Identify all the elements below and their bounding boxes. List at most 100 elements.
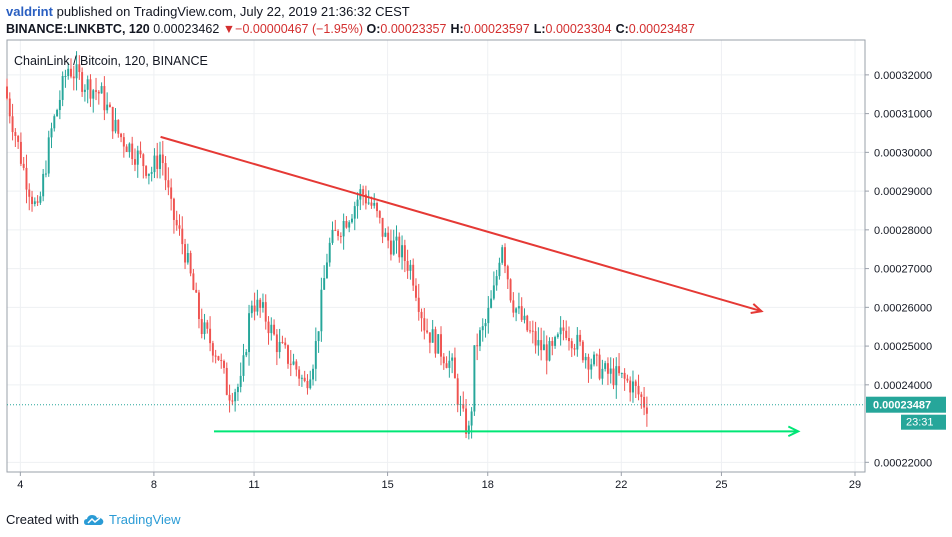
candle-body [478,330,481,347]
candle-body [50,128,53,138]
y-tick-label: 0.00026000 [874,302,932,314]
candle-body [284,342,287,346]
tradingview-cloud-icon[interactable] [83,513,105,527]
candle-body [331,229,334,243]
candle-body [593,354,595,365]
candle-body [554,337,557,346]
candle-body [618,366,621,374]
candle-body [100,86,103,94]
candle-body [303,377,306,381]
close-label: C: [615,22,629,36]
candle-body [142,154,145,167]
last-price-tag: 0.00023487 23:31 [7,396,946,430]
candle-body [631,381,634,393]
change-down-arrow-icon: ▼ [222,22,236,36]
candle-body [81,72,84,92]
candle-body [56,110,59,117]
candle-body [253,305,256,312]
tradingview-brand[interactable]: TradingView [108,512,181,527]
candle-body [320,289,323,332]
candle-body [345,220,348,228]
candle-body [498,262,501,277]
candle-body [209,328,212,344]
candle-body [351,218,353,223]
candle-body [248,313,251,353]
candle-body [556,334,559,338]
last-price-badge-label: 0.00023487 [873,400,931,412]
candle-body [19,141,22,164]
x-tick-label: 11 [248,479,259,491]
x-tick-label: 4 [17,479,23,491]
x-tick-label: 22 [615,479,627,491]
candle-body [551,340,554,346]
candle-body [398,236,401,258]
high-value: 0.00023597 [463,22,530,36]
candle-body [604,363,607,369]
candle-body [492,285,495,299]
candle-body [456,378,459,406]
candle-body [314,341,317,369]
candle-body [172,198,175,220]
candle-body [170,187,173,199]
candle-body [412,264,415,286]
candle-body [568,337,570,342]
x-tick-label: 25 [715,479,727,491]
candle-body [122,137,125,147]
last-price: 0.00023462 [153,22,220,36]
candle-body [239,375,242,387]
open-value: 0.00023357 [380,22,447,36]
descending-resistance-line [160,135,762,313]
candle-body [178,225,181,229]
y-tick-label: 0.00031000 [874,109,932,121]
candle-body [428,332,431,343]
candle-body [342,220,345,237]
candle-body [134,159,136,165]
candle-body [517,306,520,309]
candle-body [309,379,312,389]
candle-body [384,232,387,237]
candle-body [156,155,159,169]
candle-body [103,86,106,111]
candle-body [487,307,490,324]
candle-body [531,330,534,332]
author-name[interactable]: valdrint [6,4,53,19]
footer: Created with TradingView [6,512,181,527]
candle-body [448,360,451,368]
y-tick-label: 0.00032000 [874,70,932,82]
candle-body [236,386,239,393]
candle-body [414,285,417,298]
candle-body [261,302,264,308]
candle-body [72,76,75,79]
candle-body [545,344,548,361]
candle-body [214,355,217,357]
candle-body [242,355,245,376]
candle-body [442,356,445,364]
candle-body [120,133,123,138]
candle-body [192,273,195,290]
candle-body [153,155,156,173]
trend-annotations [160,135,801,438]
candle-body [378,211,381,218]
candle-body [376,202,378,212]
candle-body [114,119,117,132]
candle-body [92,90,95,99]
candle-body [353,206,356,219]
candle-body [634,381,637,386]
candle-body [573,348,576,350]
candle-body [33,201,36,205]
candle-body [298,369,301,379]
candle-body [381,217,384,237]
candle-body [434,329,437,354]
candle-body [6,86,8,99]
candle-body [453,357,456,379]
candle-body [615,366,618,386]
candle-body [417,297,420,312]
candle-body [83,89,86,92]
candle-body [234,392,237,402]
chart-title: ChainLink / Bitcoin, 120, BINANCE [14,54,208,68]
candle-body [643,396,646,408]
candle-body [131,143,134,160]
candle-body [86,79,89,90]
candle-body [11,116,14,133]
